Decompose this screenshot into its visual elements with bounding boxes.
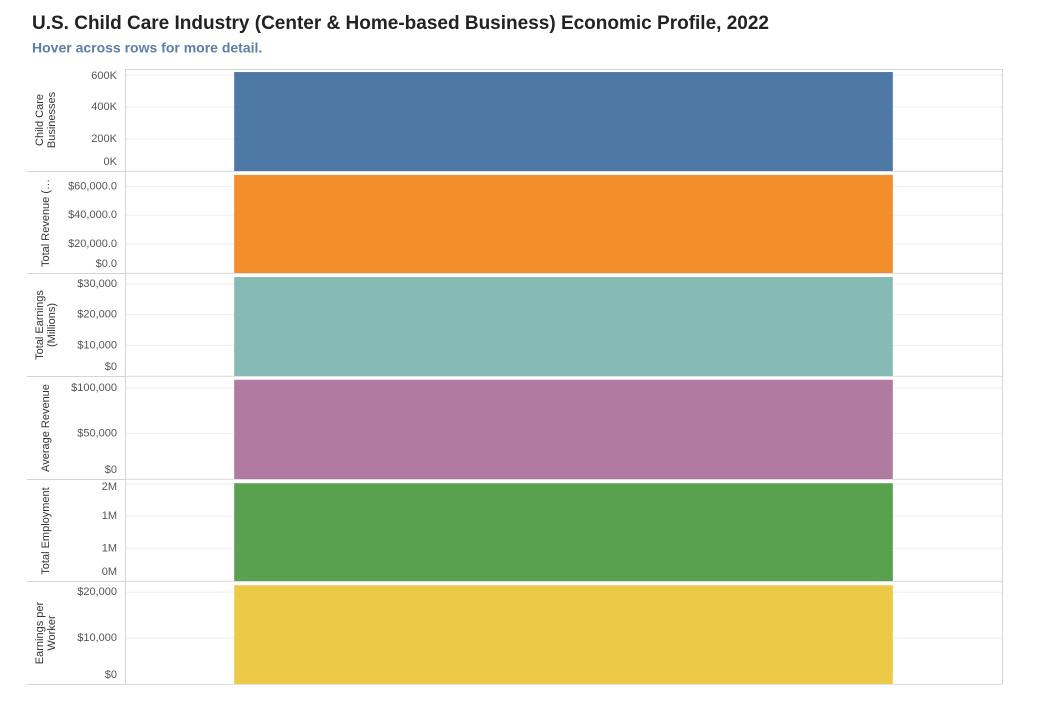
y-tick-label: $20,000	[77, 586, 117, 598]
chart-subtitle: Hover across rows for more detail.	[32, 40, 262, 56]
y-tick-label: $10,000	[77, 632, 117, 644]
y-tick-label: 0M	[102, 566, 117, 578]
bar	[234, 585, 893, 684]
y-tick-label: 0K	[104, 156, 118, 168]
y-tick-label: $100,000	[71, 382, 117, 394]
bar	[234, 72, 893, 171]
y-tick-label: 600K	[91, 70, 117, 82]
y-tick-label: $60,000.0	[68, 180, 117, 192]
y-tick-label: $50,000	[77, 427, 117, 439]
y-tick-label: $0	[105, 669, 117, 681]
y-axis-title: Earnings per Worker	[34, 601, 58, 665]
bar	[234, 277, 893, 376]
y-tick-label: 400K	[91, 101, 117, 113]
y-tick-label: $40,000.0	[68, 209, 117, 221]
y-tick-label: 200K	[91, 133, 117, 145]
bar	[234, 379, 893, 479]
chart-title: U.S. Child Care Industry (Center & Home-…	[32, 13, 769, 34]
y-axis-title: Total Employment	[40, 486, 52, 575]
y-axis-title: Total Revenue (…	[40, 178, 52, 267]
y-axis-title: Average Revenue	[40, 384, 52, 472]
y-tick-label: 1M	[102, 510, 117, 522]
y-tick-label: $30,000	[77, 278, 117, 290]
y-tick-label: $0	[105, 361, 117, 373]
y-axis-title: Total Earnings (Millions)	[34, 290, 58, 360]
y-tick-label: $0	[105, 464, 117, 476]
bar	[234, 483, 893, 581]
y-tick-label: $10,000	[77, 339, 117, 351]
y-tick-label: $20,000	[77, 309, 117, 321]
y-tick-label: $0.0	[96, 258, 117, 270]
bar	[234, 174, 893, 273]
y-tick-label: $20,000.0	[68, 238, 117, 250]
y-tick-label: 1M	[102, 543, 117, 555]
y-axis-title: Child Care Businesses	[34, 91, 58, 149]
y-tick-label: 2M	[102, 481, 117, 493]
